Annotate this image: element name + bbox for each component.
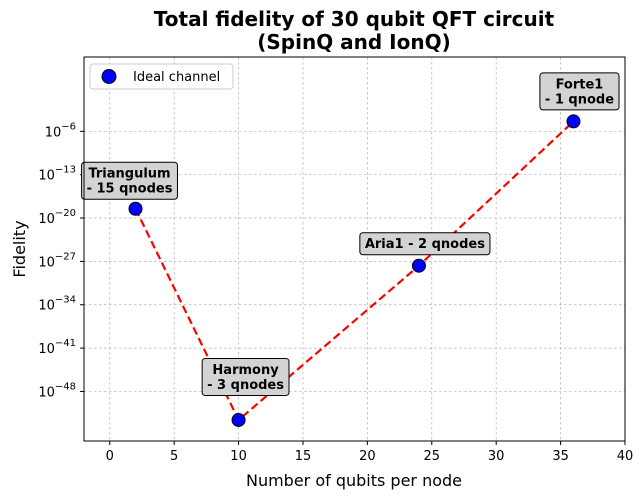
legend-label: Ideal channel [133,70,220,85]
chart-title-line-2: (SpinQ and IonQ) [257,30,451,54]
chart-title-line-1: Total fidelity of 30 qubit QFT circuit [154,7,555,31]
y-tick-label: 10−34 [38,295,76,314]
y-tick-label: 10−41 [38,338,76,357]
annotation-box [81,161,178,200]
fidelity-line [134,120,575,422]
legend-marker [101,69,117,84]
y-tick-label: 10−20 [38,208,76,227]
annotation-text: Aria1 - 2 qnodes [365,237,485,252]
x-tick-label: 0 [106,449,114,464]
y-tick-label: 10−27 [38,251,76,270]
annotation-box [359,232,491,256]
y-tick-label: 10−6 [45,121,76,140]
y-axis-label: Fidelity [10,220,29,277]
data-point [411,258,426,273]
x-tick-label: 40 [617,449,634,464]
legend-box [89,63,234,90]
annotation-text: - 15 qnodes [87,182,173,197]
data-point [566,114,581,129]
x-tick-label: 30 [488,449,505,464]
x-tick-label: 15 [295,449,312,464]
annotations: Triangulum- 15 qnodes Harmony- 3 qnodes Ar… [81,72,620,396]
y-tick-label: 10−13 [38,165,76,184]
data-point [128,201,143,216]
grid [84,57,626,441]
point-annotation: Aria1 - 2 qnodes [359,232,491,256]
point-annotation: Triangulum- 15 qnodes [81,161,178,200]
annotation-text: Forte1 [556,77,604,92]
point-annotation: Harmony- 3 qnodes [201,357,290,396]
x-tick-label: 35 [552,449,569,464]
x-axis-label: Number of qubits per node [246,471,462,490]
x-tick-label: 25 [424,449,441,464]
x-tick-label: 5 [170,449,178,464]
data-point [231,412,246,427]
annotation-text: - 1 qnode [545,92,614,107]
annotation-box [201,357,290,396]
plot-frame [83,56,626,442]
annotation-text: - 3 qnodes [207,378,284,393]
legend: Ideal channel [89,63,234,90]
y-tick-label: 10−48 [38,381,76,400]
x-tick-label: 10 [230,449,247,464]
point-annotation: Forte1- 1 qnode [539,72,620,111]
tick-marks: 0 5 10 15 20 25 30 35 40 10−48 10−41 10−34 10−27 10−2… [38,121,633,464]
annotation-box [539,72,620,111]
data-series [128,114,581,427]
annotation-text: Harmony [212,363,279,378]
x-tick-label: 20 [359,449,376,464]
annotation-text: Triangulum [88,167,170,182]
